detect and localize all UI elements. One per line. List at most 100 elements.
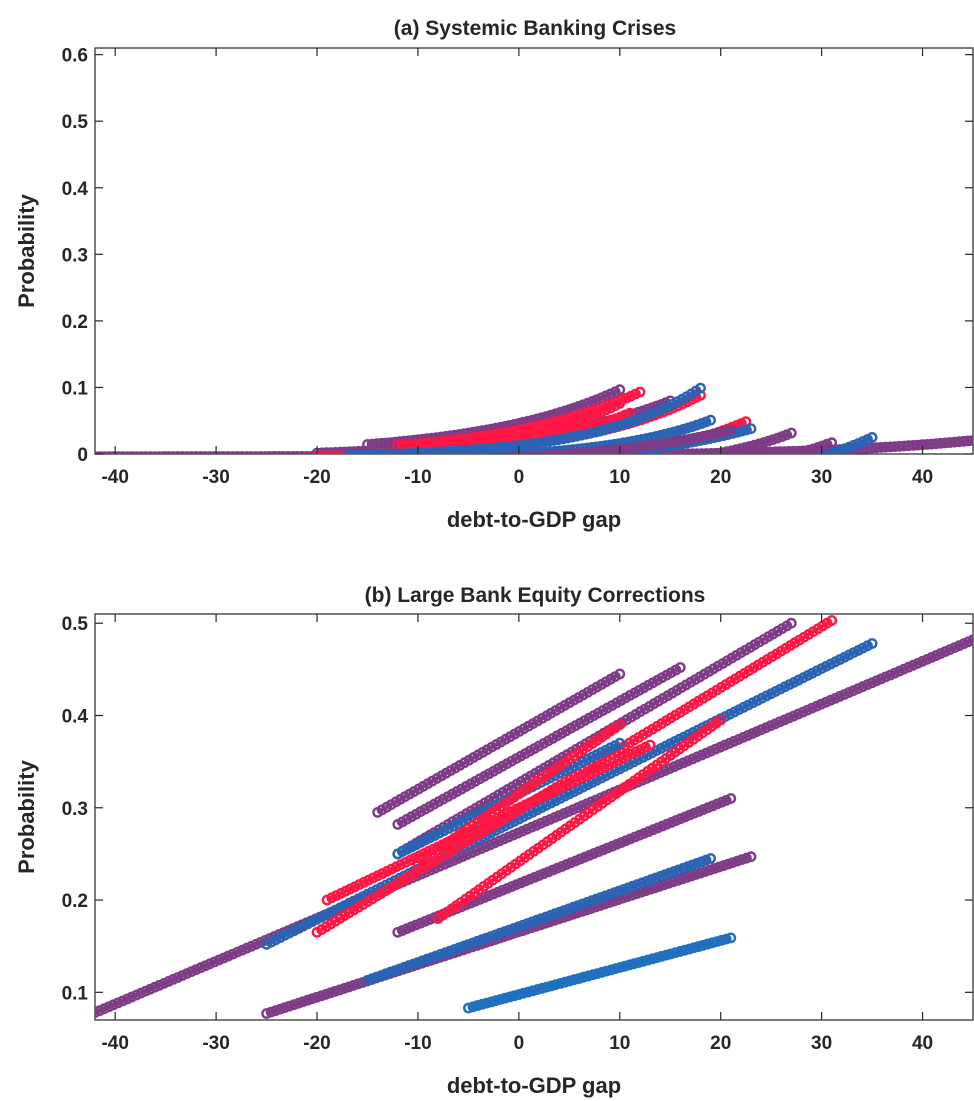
data-point — [679, 944, 691, 956]
data-point — [411, 457, 419, 465]
data-point — [386, 457, 394, 465]
data-point — [484, 453, 490, 454]
data-point — [455, 457, 463, 465]
data-point — [541, 981, 553, 993]
y-tick-label: 0.4 — [62, 707, 89, 728]
x-tick-label: -20 — [303, 1033, 330, 1054]
data-point — [427, 457, 435, 465]
data-point — [394, 457, 402, 465]
data-point — [351, 449, 362, 454]
data-point — [172, 451, 183, 454]
data-point — [629, 457, 637, 465]
data-point — [500, 456, 508, 464]
data-point — [566, 457, 574, 465]
data-point — [500, 457, 508, 465]
data-point — [469, 457, 477, 465]
data-point — [368, 457, 376, 465]
data-point — [745, 457, 753, 465]
data-point — [731, 457, 739, 465]
data-point — [276, 457, 284, 465]
data-point — [493, 453, 500, 454]
data-point — [557, 457, 565, 465]
data-point — [293, 457, 301, 465]
data-point — [866, 431, 878, 443]
data-point — [302, 457, 310, 465]
data-point — [538, 457, 546, 465]
data-point — [432, 457, 440, 465]
data-point — [543, 418, 554, 429]
data-point — [670, 947, 681, 958]
data-point — [727, 457, 735, 465]
data-point — [376, 457, 384, 465]
data-point — [350, 457, 358, 465]
data-point — [340, 457, 348, 465]
x-axis-label: debt-to-GDP gap — [447, 1073, 621, 1098]
data-point — [436, 457, 444, 465]
data-point — [495, 457, 503, 465]
data-point — [195, 451, 206, 454]
data-point — [684, 943, 695, 955]
data-point — [355, 449, 367, 454]
data-point — [529, 457, 537, 465]
data-point — [186, 451, 197, 454]
data-point — [647, 953, 658, 965]
series-line — [468, 936, 732, 1010]
data-point — [423, 452, 431, 454]
data-point — [283, 451, 293, 454]
data-point — [351, 457, 359, 465]
data-point — [676, 457, 684, 465]
data-point — [594, 457, 602, 465]
data-point — [475, 457, 483, 465]
data-point — [668, 426, 680, 438]
data-point — [495, 457, 503, 465]
data-point — [518, 456, 526, 464]
data-point — [523, 451, 534, 454]
data-point — [409, 457, 417, 465]
data-point — [363, 457, 371, 465]
data-point — [460, 457, 468, 465]
data-point — [396, 453, 403, 454]
data-point — [334, 450, 345, 454]
data-point — [168, 451, 178, 454]
data-point — [177, 451, 188, 454]
data-point — [637, 955, 649, 967]
data-point — [698, 450, 709, 454]
data-point — [510, 452, 519, 454]
data-point — [274, 451, 284, 454]
data-point — [658, 457, 666, 465]
data-point — [372, 457, 380, 465]
series-3 — [363, 427, 797, 465]
data-point — [354, 457, 362, 465]
data-point — [580, 457, 588, 465]
data-point — [745, 851, 757, 863]
data-point — [262, 457, 270, 465]
data-point — [393, 457, 401, 465]
data-point — [589, 457, 597, 465]
data-point — [472, 1000, 483, 1011]
data-point — [373, 457, 381, 465]
data-point — [336, 457, 344, 465]
data-point — [534, 457, 542, 465]
data-point — [486, 457, 494, 465]
data-point — [404, 457, 412, 465]
data-point — [580, 457, 588, 465]
data-point — [963, 435, 973, 447]
data-point — [450, 457, 458, 465]
data-point — [469, 455, 477, 463]
data-point — [479, 457, 487, 465]
data-point — [451, 456, 459, 464]
y-tick-label: 0 — [77, 445, 88, 466]
data-point — [555, 978, 566, 989]
data-point — [780, 457, 788, 465]
data-point — [370, 457, 378, 465]
data-point — [371, 457, 379, 465]
data-point — [413, 457, 421, 465]
data-point — [741, 424, 752, 436]
data-point — [412, 457, 420, 465]
data-point — [452, 457, 460, 465]
data-point — [730, 444, 742, 454]
data-point — [401, 453, 408, 454]
data-point — [292, 451, 303, 454]
data-point — [735, 443, 747, 454]
data-point — [441, 457, 449, 465]
